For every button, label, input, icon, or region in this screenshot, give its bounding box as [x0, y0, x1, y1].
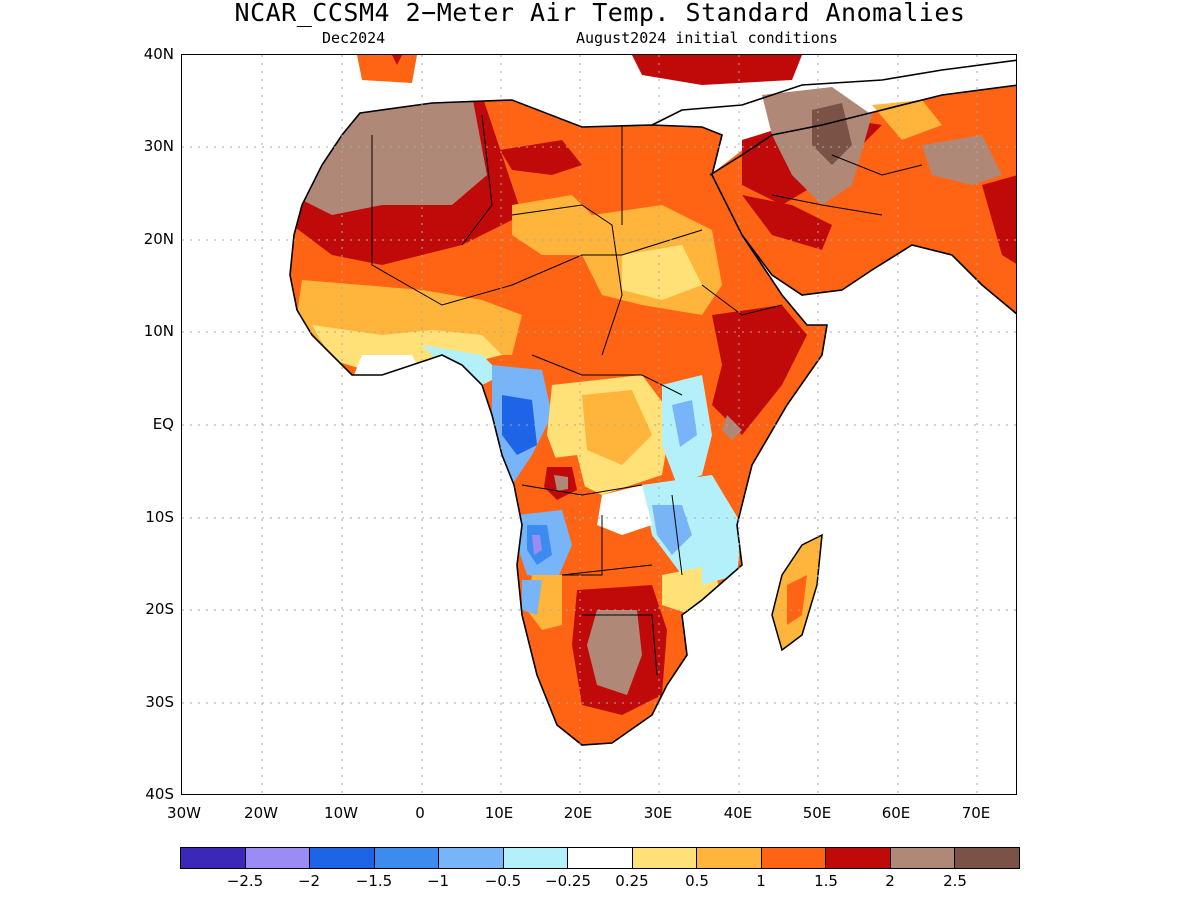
lat-label: 20N: [143, 230, 174, 248]
lon-label: 50E: [802, 804, 832, 822]
lon-label: 0: [415, 804, 425, 822]
lon-label: 20E: [563, 804, 593, 822]
map-title: NCAR_CCSM4 2−Meter Air Temp. Standard An…: [234, 0, 966, 27]
colorbar-label: −1.5: [355, 872, 393, 890]
colorbar: [180, 847, 1020, 869]
colorbar-label: −0.25: [545, 872, 591, 890]
country-borders: [371, 114, 923, 676]
lat-label: EQ: [152, 415, 174, 433]
colorbar-swatch: [955, 848, 1019, 868]
madagascar-shading: [771, 533, 823, 652]
colorbar-label: −0.5: [484, 872, 522, 890]
colorbar-swatch: [439, 848, 504, 868]
lat-label: 40N: [143, 45, 174, 63]
colorbar-label: 1.5: [814, 872, 838, 890]
lon-label: 20W: [244, 804, 278, 822]
map-canvas: [182, 55, 1016, 794]
lon-label: 40E: [723, 804, 753, 822]
colorbar-swatch: [826, 848, 891, 868]
colorbar-label: −2.5: [226, 872, 264, 890]
lon-label: 30W: [167, 804, 201, 822]
colorbar-swatch: [310, 848, 375, 868]
colorbar-swatch: [568, 848, 633, 868]
colorbar-swatch: [374, 848, 440, 868]
colorbar-swatch: [181, 848, 246, 868]
lon-label: 70E: [961, 804, 991, 822]
lon-label: 10E: [484, 804, 514, 822]
gridlines: [182, 55, 1016, 794]
initial-conditions: August2024 initial conditions: [576, 29, 838, 47]
forecast-month: Dec2024: [322, 29, 386, 47]
coastlines: [289, 59, 1016, 746]
colorbar-swatch: [245, 848, 311, 868]
colorbar-swatch: [890, 848, 956, 868]
colorbar-label: −2: [297, 872, 321, 890]
lat-label: 10N: [143, 322, 174, 340]
lon-label: 60E: [881, 804, 911, 822]
colorbar-label: 2: [885, 872, 895, 890]
lat-label: 30S: [145, 693, 174, 711]
anomaly-map: [181, 54, 1017, 795]
colorbar-swatch: [632, 848, 698, 868]
colorbar-label: 0.25: [615, 872, 649, 890]
lon-label: 30E: [643, 804, 673, 822]
lat-label: 30N: [143, 137, 174, 155]
colorbar-label: 1: [756, 872, 766, 890]
colorbar-label: −1: [426, 872, 450, 890]
lat-label: 20S: [145, 600, 174, 618]
middle-east-shading: [357, 55, 1016, 314]
colorbar-label: 2.5: [943, 872, 967, 890]
lon-label: 10W: [324, 804, 358, 822]
colorbar-swatch: [761, 848, 827, 868]
colorbar-swatch: [503, 848, 569, 868]
lat-label: 40S: [145, 785, 174, 803]
colorbar-label: 0.5: [685, 872, 709, 890]
lat-label: 10S: [145, 508, 174, 526]
colorbar-swatch: [697, 848, 762, 868]
